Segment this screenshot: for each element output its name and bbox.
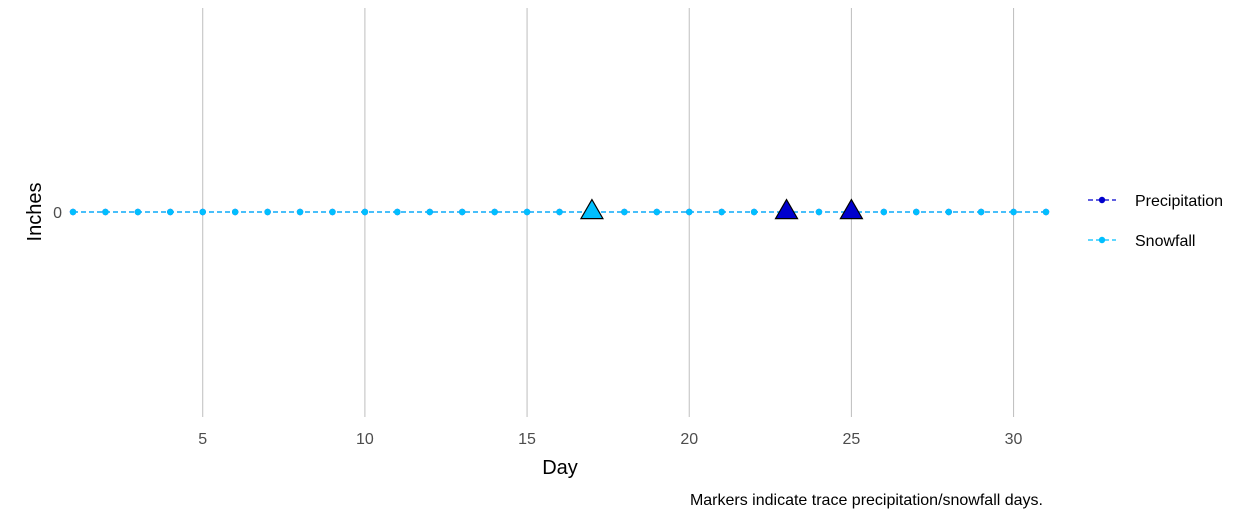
data-point-snowfall-day-18	[621, 208, 628, 216]
data-point-snowfall-day-27	[913, 208, 920, 216]
trace-marker-precipitation-day-25	[839, 198, 864, 220]
data-point-snowfall-day-1	[69, 208, 77, 216]
data-point-snowfall-day-7	[264, 208, 271, 216]
legend: Precipitation Snowfall	[1088, 193, 1223, 250]
data-point-snowfall-day-21	[718, 208, 725, 216]
x-tick-label-5: 5	[198, 431, 207, 448]
data-point-snowfall-day-10	[361, 208, 369, 216]
x-axis-ticks: 5 10 15 20 25 30	[198, 431, 1022, 448]
data-point-snowfall-day-16	[556, 208, 563, 216]
data-point-snowfall-day-29	[977, 208, 985, 216]
trace-marker-snowfall-day-17	[579, 198, 604, 220]
x-axis-title: Day	[542, 457, 578, 479]
x-tick-label-15: 15	[518, 431, 536, 448]
data-point-snowfall-day-8	[296, 208, 304, 216]
data-point-snowfall-day-11	[394, 208, 401, 216]
y-tick-label-0: 0	[53, 205, 62, 222]
data-point-snowfall-day-4	[167, 208, 174, 216]
data-point-snowfall-day-22	[750, 208, 758, 216]
data-point-snowfall-day-20	[686, 208, 693, 216]
y-axis-ticks: 0	[53, 205, 62, 222]
data-point-snowfall-day-12	[426, 208, 433, 216]
x-tick-label-30: 30	[1005, 431, 1023, 448]
series-snowfall	[69, 208, 1050, 216]
data-point-snowfall-day-5	[199, 208, 206, 216]
legend-point-icon	[1098, 196, 1106, 204]
data-point-snowfall-day-13	[459, 208, 466, 216]
legend-label: Precipitation	[1135, 193, 1223, 210]
data-point-snowfall-day-26	[880, 208, 888, 216]
data-point-snowfall-day-28	[945, 208, 952, 216]
legend-item-precipitation: Precipitation	[1088, 193, 1223, 210]
data-point-snowfall-day-3	[134, 208, 142, 216]
legend-point-icon	[1098, 236, 1106, 244]
data-point-snowfall-day-19	[653, 208, 660, 216]
data-point-snowfall-day-2	[102, 208, 109, 216]
data-point-snowfall-day-6	[231, 208, 239, 216]
x-tick-label-20: 20	[680, 431, 698, 448]
chart-caption: Markers indicate trace precipitation/sno…	[690, 492, 1043, 509]
legend-label: Snowfall	[1135, 233, 1195, 250]
data-point-snowfall-day-24	[815, 208, 823, 216]
data-point-snowfall-day-9	[329, 208, 336, 216]
data-point-snowfall-day-30	[1010, 208, 1017, 216]
y-axis-title: Inches	[24, 183, 46, 242]
data-point-snowfall-day-31	[1042, 208, 1050, 216]
data-point-snowfall-day-15	[523, 208, 531, 216]
x-tick-label-25: 25	[843, 431, 861, 448]
legend-item-snowfall: Snowfall	[1088, 233, 1195, 250]
data-point-snowfall-day-14	[491, 208, 498, 216]
x-tick-label-10: 10	[356, 431, 374, 448]
plot-area	[69, 198, 1050, 220]
trace-marker-precipitation-day-23	[774, 198, 799, 220]
